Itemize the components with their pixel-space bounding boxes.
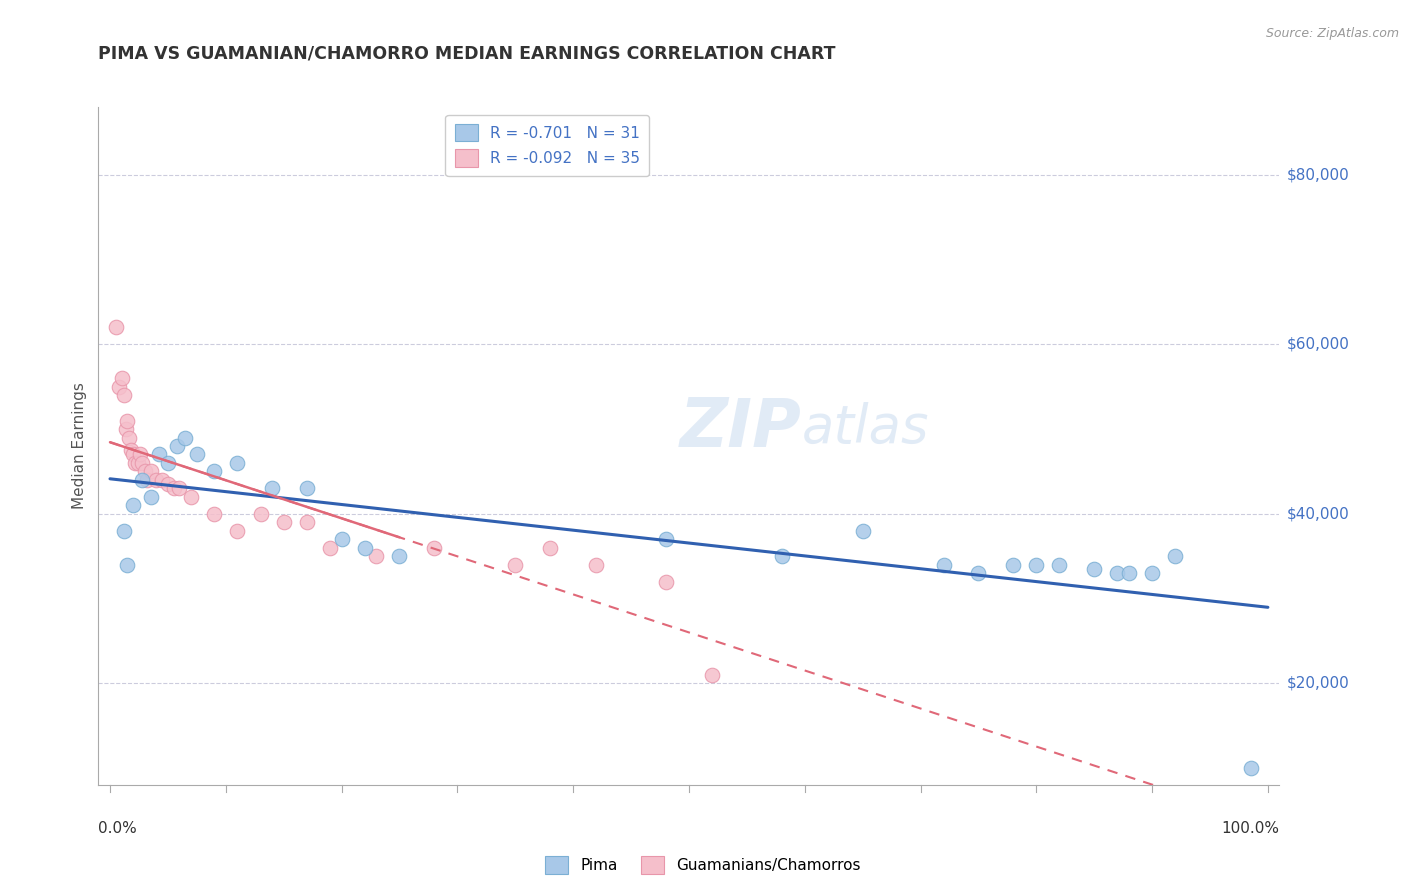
Point xyxy=(174,430,197,444)
Text: ZIP: ZIP xyxy=(679,395,801,461)
Point xyxy=(117,558,139,572)
Text: 0.0%: 0.0% xyxy=(98,821,138,836)
Point xyxy=(110,371,132,385)
Point xyxy=(1025,558,1047,572)
Point xyxy=(108,380,131,394)
Point xyxy=(117,414,139,428)
Point xyxy=(967,566,990,581)
Point xyxy=(700,667,723,681)
Point xyxy=(139,490,162,504)
Text: $20,000: $20,000 xyxy=(1286,676,1350,690)
Point xyxy=(1118,566,1140,581)
Point xyxy=(129,448,152,462)
Point xyxy=(156,456,179,470)
Point xyxy=(503,558,526,572)
Point xyxy=(538,541,561,555)
Point xyxy=(163,482,186,496)
Point xyxy=(295,515,318,529)
Point xyxy=(117,430,139,444)
Point xyxy=(180,490,202,504)
Point xyxy=(115,422,138,436)
Point xyxy=(148,448,170,462)
Text: 100.0%: 100.0% xyxy=(1222,821,1279,836)
Point xyxy=(366,549,388,564)
Point xyxy=(1239,761,1261,775)
Point xyxy=(388,549,411,564)
Text: Source: ZipAtlas.com: Source: ZipAtlas.com xyxy=(1265,27,1399,40)
Point xyxy=(139,464,162,478)
Text: $40,000: $40,000 xyxy=(1286,507,1350,521)
Point xyxy=(852,524,875,538)
Point xyxy=(770,549,793,564)
Point xyxy=(295,482,318,496)
Point xyxy=(150,473,173,487)
Point xyxy=(262,482,284,496)
Point xyxy=(104,320,127,334)
Point xyxy=(202,464,225,478)
Point xyxy=(127,456,149,470)
Point xyxy=(122,448,145,462)
Text: $60,000: $60,000 xyxy=(1286,337,1350,351)
Point xyxy=(131,456,153,470)
Point xyxy=(136,473,159,487)
Point xyxy=(249,507,271,521)
Point xyxy=(1002,558,1025,572)
Point xyxy=(1049,558,1071,572)
Y-axis label: Median Earnings: Median Earnings xyxy=(72,383,87,509)
Point xyxy=(353,541,375,555)
Point xyxy=(186,448,208,462)
Point xyxy=(423,541,446,555)
Point xyxy=(169,482,191,496)
Legend: R = -0.701   N = 31, R = -0.092   N = 35: R = -0.701 N = 31, R = -0.092 N = 35 xyxy=(446,115,650,176)
Point xyxy=(131,473,153,487)
Point xyxy=(122,498,145,512)
Point xyxy=(120,443,142,458)
Text: PIMA VS GUAMANIAN/CHAMORRO MEDIAN EARNINGS CORRELATION CHART: PIMA VS GUAMANIAN/CHAMORRO MEDIAN EARNIN… xyxy=(98,45,837,62)
Point xyxy=(1083,562,1105,576)
Point xyxy=(655,532,678,546)
Point xyxy=(124,456,146,470)
Text: atlas: atlas xyxy=(801,402,929,454)
Legend: Pima, Guamanians/Chamorros: Pima, Guamanians/Chamorros xyxy=(540,850,866,880)
Point xyxy=(156,477,179,491)
Point xyxy=(145,473,167,487)
Point xyxy=(202,507,225,521)
Point xyxy=(655,574,678,589)
Point xyxy=(585,558,607,572)
Point xyxy=(166,439,188,453)
Point xyxy=(932,558,955,572)
Point xyxy=(1107,566,1129,581)
Point xyxy=(112,524,135,538)
Point xyxy=(273,515,295,529)
Point xyxy=(112,388,135,402)
Point xyxy=(134,464,156,478)
Point xyxy=(1164,549,1187,564)
Point xyxy=(330,532,353,546)
Point xyxy=(319,541,342,555)
Point xyxy=(1140,566,1163,581)
Text: $80,000: $80,000 xyxy=(1286,168,1350,182)
Point xyxy=(226,524,249,538)
Point xyxy=(226,456,249,470)
